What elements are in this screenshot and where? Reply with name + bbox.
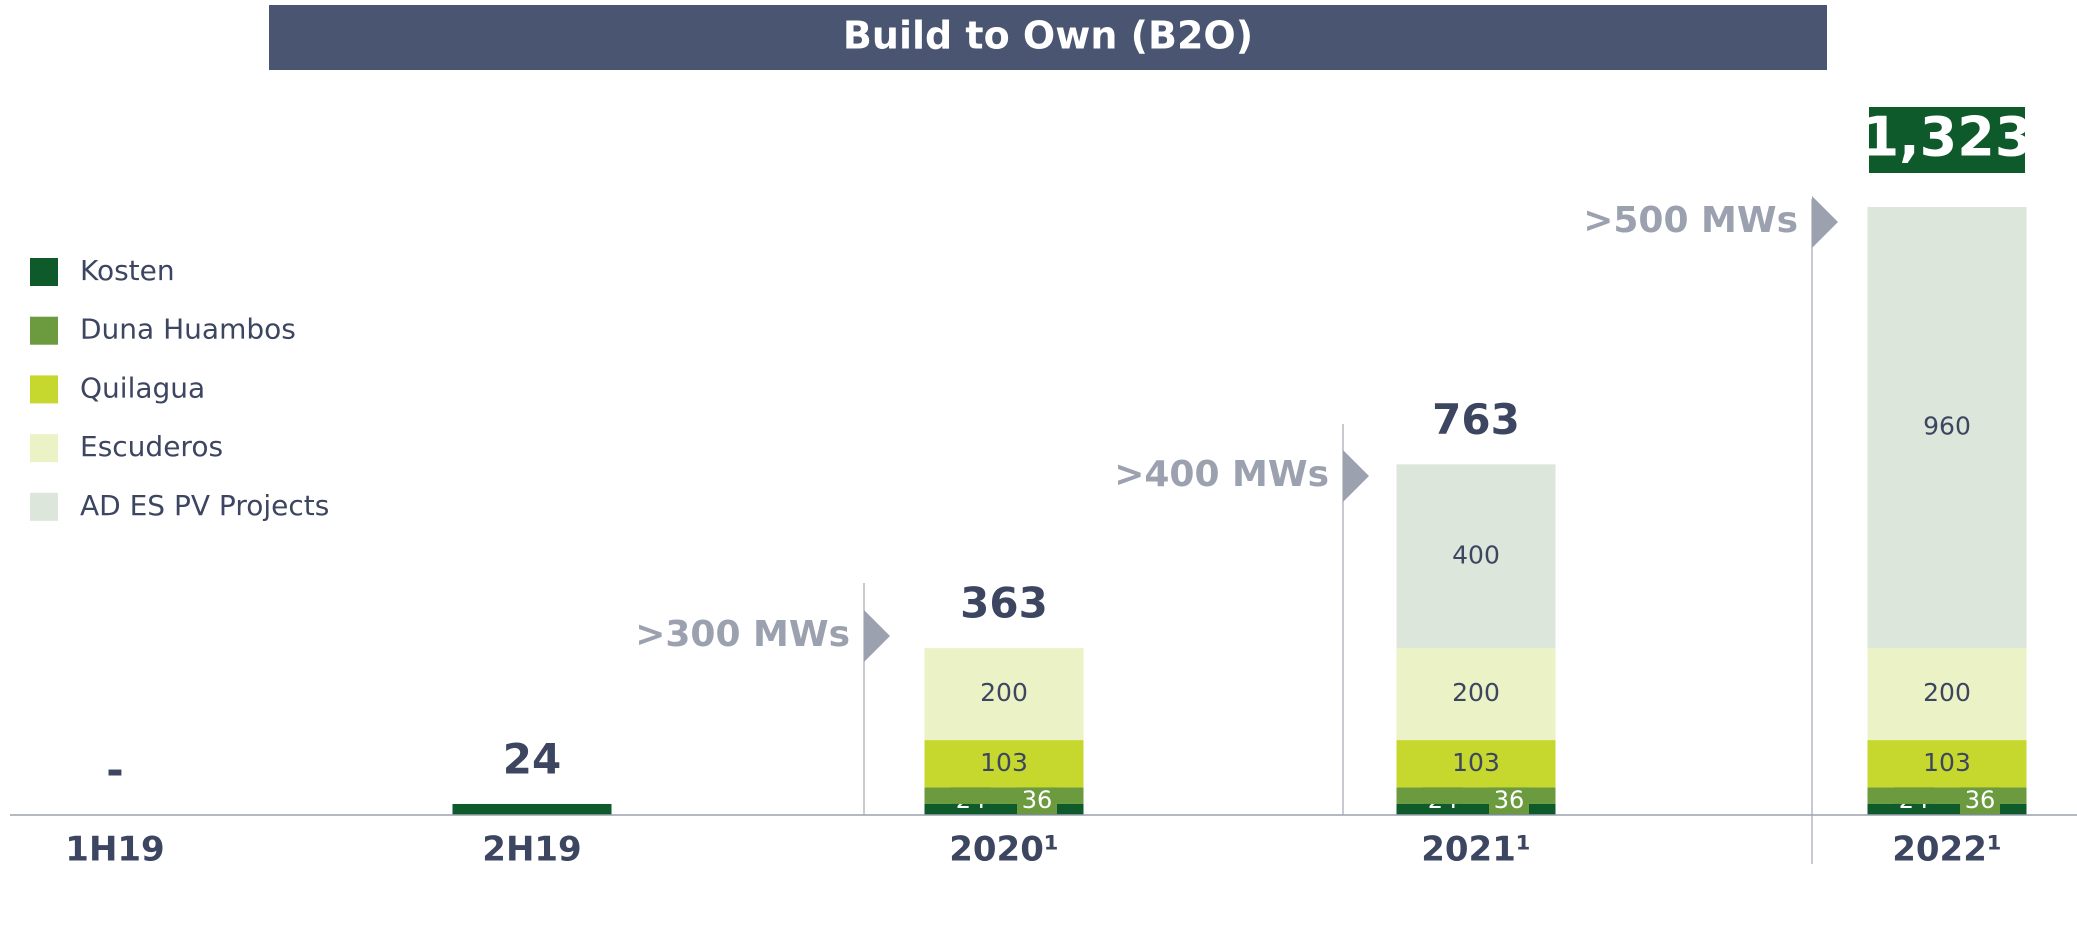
bar-segment [452,803,612,815]
annotation: >400 MWs [1114,454,1329,495]
legend-label: Escuderos [80,430,223,463]
bar-segment [1867,648,2027,741]
annotation-arrow [1812,196,1838,248]
total-label: - [106,746,123,795]
legend-label: Duna Huambos [80,313,296,346]
value-label: 400 [1452,540,1500,569]
bar-segment [1396,648,1556,741]
annotation-arrow [864,610,890,662]
total-badge [1869,107,2025,173]
bar-segment [1867,207,2027,649]
chart-title: Build to Own (B2O) [843,14,1253,58]
value-badge [1017,786,1057,814]
annotation: >500 MWs [1583,200,1798,241]
bar-segment [1867,740,2027,788]
bar-segment [1396,740,1556,788]
x-tick-label: 2H19 [482,830,581,870]
annotation-arrow [1343,450,1369,502]
total-label: 363 [960,579,1048,628]
value-label: 960 [1923,412,1971,441]
annotation: >300 MWs [635,614,850,655]
bar-segment [1396,787,1556,804]
legend-swatch [30,492,58,521]
legend-swatch [30,316,58,345]
x-tick-label: 1H19 [65,830,164,870]
x-tick-label: 2020¹ [949,830,1059,870]
value-label: 103 [1452,748,1500,777]
value-label: 36 [1965,786,1996,814]
legend-swatch [30,375,58,404]
value-label: 36 [1494,786,1525,814]
legend-label: Kosten [80,254,175,287]
value-label: 200 [1452,678,1500,707]
value-label: 103 [980,748,1028,777]
value-label: 200 [980,678,1028,707]
total-label: 24 [503,734,561,783]
total-label: 1,323 [1862,106,2033,169]
bar-segment [924,740,1084,788]
legend-label: Quilagua [80,371,205,404]
bar-segment [924,648,1084,741]
legend-swatch [30,258,58,286]
total-label: 763 [1432,395,1520,444]
bar-segment [1867,803,2027,815]
value-label: 103 [1923,748,1971,777]
bar-segment [1396,803,1556,815]
value-label: 36 [1022,786,1053,814]
x-tick-label: 2021¹ [1421,830,1531,870]
bar-segment [924,803,1084,815]
legend-swatch [30,434,58,463]
value-badge [1489,786,1529,814]
x-tick-label: 2022¹ [1892,830,2002,870]
title-bar [269,5,1827,70]
value-label: 200 [1923,678,1971,707]
bar-segment [924,787,1084,804]
bar-segment [1867,787,2027,804]
bar-segment [1396,464,1556,649]
value-badge [1960,786,2000,814]
legend-label: AD ES PV Projects [80,489,329,522]
